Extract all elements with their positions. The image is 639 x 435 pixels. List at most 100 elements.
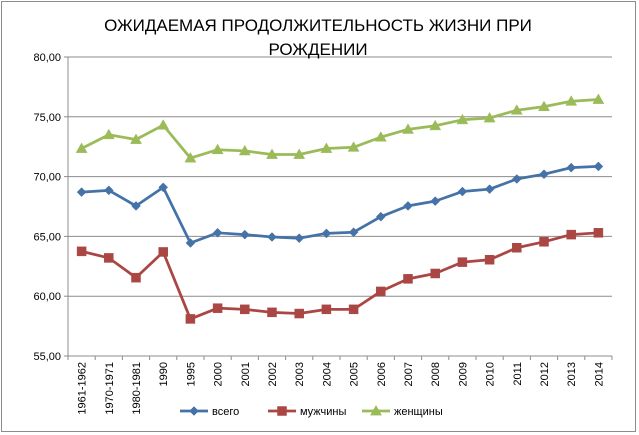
data-point-0-18 (566, 162, 577, 173)
x-tick-label-0: 1961-1962 (77, 362, 89, 415)
data-point-1-4 (185, 314, 196, 324)
grid-layer (68, 56, 612, 357)
data-point-0-10 (348, 227, 359, 238)
data-point-2-13 (429, 119, 442, 131)
data-point-0-9 (321, 228, 332, 239)
chart-title-line-1: ОЖИДАЕМАЯ ПРОДОЛЖИТЕЛЬНОСТЬ ЖИЗНИ ПРИ (104, 16, 532, 35)
title-layer: ОЖИДАЕМАЯ ПРОДОЛЖИТЕЛЬНОСТЬ ЖИЗНИ ПРИ РО… (104, 16, 532, 59)
data-point-2-5 (211, 143, 224, 155)
data-point-1-1 (104, 253, 114, 263)
x-tick-label-5: 2000 (213, 362, 225, 386)
data-point-1-9 (321, 304, 332, 315)
data-point-0-13 (430, 196, 441, 206)
data-point-2-1 (102, 128, 115, 140)
data-point-0-8 (294, 233, 305, 244)
data-point-2-14 (456, 113, 469, 125)
data-point-1-7 (267, 307, 277, 318)
x-tick-label-16: 2011 (512, 362, 524, 386)
legend-item-0: всего (180, 406, 239, 418)
data-point-0-3 (158, 182, 169, 193)
legend-label-2: женщины (394, 406, 443, 418)
x-tick-label-15: 2010 (485, 362, 497, 386)
legend-item-1: мужчины (268, 406, 346, 418)
legend-label-1: мужчины (300, 406, 346, 418)
series-line-0 (81, 165, 599, 245)
legend-item-2: женщины (362, 404, 443, 418)
legend-marker-2 (370, 404, 382, 416)
data-point-1-8 (294, 308, 304, 319)
data-point-2-8 (293, 148, 306, 159)
x-tick-label-17: 2012 (539, 362, 551, 386)
y-tick-label-1: 60,00 (33, 291, 61, 303)
data-point-1-17 (539, 237, 549, 247)
data-point-0-1 (103, 185, 114, 196)
y-tick-label-4: 75,00 (33, 112, 61, 124)
y-tick-label-5: 80,00 (33, 52, 61, 64)
data-point-2-16 (510, 104, 523, 115)
data-point-0-2 (131, 201, 141, 211)
x-tick-label-13: 2008 (430, 362, 442, 386)
x-tick-label-2: 1980-1981 (131, 362, 143, 415)
series-layer (75, 93, 605, 324)
data-point-2-15 (483, 111, 496, 123)
data-point-2-10 (347, 141, 360, 152)
x-tick-label-7: 2002 (267, 362, 279, 386)
series-line-2 (80, 98, 599, 160)
data-point-0-0 (76, 187, 87, 198)
data-point-1-18 (566, 229, 576, 240)
data-point-0-6 (239, 229, 250, 240)
data-point-2-6 (238, 144, 251, 156)
y-tick-label-0: 55,00 (33, 351, 61, 363)
data-point-0-12 (403, 201, 413, 211)
data-point-2-4 (184, 152, 197, 163)
data-point-2-2 (130, 133, 142, 144)
data-point-1-2 (131, 272, 141, 283)
series-0 (76, 161, 604, 248)
data-point-2-7 (266, 148, 278, 159)
data-point-1-6 (240, 304, 250, 315)
x-tick-label-19: 2014 (593, 362, 605, 386)
data-point-0-15 (484, 184, 495, 195)
y-tick-label-2: 65,00 (33, 231, 61, 243)
data-point-1-19 (593, 228, 604, 238)
y-tick-label-3: 70,00 (33, 172, 61, 184)
data-point-2-18 (565, 95, 578, 106)
axis-layer: 55,00 60,00 65,00 70,00 75,00 80,00 1961-1962 1… (33, 52, 613, 415)
data-point-2-11 (374, 131, 387, 142)
x-tick-label-11: 2006 (376, 362, 388, 386)
x-tick-label-10: 2005 (349, 362, 361, 386)
data-point-2-19 (592, 93, 605, 104)
data-point-0-17 (539, 169, 549, 180)
series-2 (75, 93, 605, 163)
legend-label-0: всего (212, 406, 239, 418)
data-point-1-3 (158, 247, 168, 257)
x-tick-label-1: 1970-1971 (104, 362, 116, 415)
data-point-1-0 (76, 246, 87, 257)
data-point-1-14 (457, 257, 468, 267)
x-tick-label-18: 2013 (566, 362, 578, 386)
data-point-0-7 (267, 232, 277, 242)
legend-marker-1 (277, 406, 287, 416)
data-point-1-15 (484, 254, 495, 265)
data-point-0-19 (593, 161, 604, 172)
data-point-2-9 (320, 142, 333, 153)
series-1 (76, 228, 604, 324)
data-point-2-12 (402, 123, 414, 134)
data-point-2-0 (75, 142, 88, 153)
data-point-1-11 (376, 286, 386, 297)
data-point-0-11 (375, 211, 386, 222)
x-tick-label-12: 2007 (403, 362, 415, 386)
data-point-1-10 (348, 304, 359, 315)
legend-marker-0 (189, 406, 199, 416)
data-point-0-4 (185, 238, 196, 248)
data-point-1-12 (403, 274, 413, 284)
data-point-0-14 (457, 186, 468, 197)
data-point-2-3 (157, 119, 170, 130)
legend: всего мужчины женщины (180, 404, 443, 418)
chart-title-line-2: РОЖДЕНИИ (268, 40, 367, 59)
x-tick-label-8: 2003 (294, 362, 306, 386)
data-point-1-13 (430, 268, 440, 279)
data-point-0-16 (511, 174, 522, 184)
